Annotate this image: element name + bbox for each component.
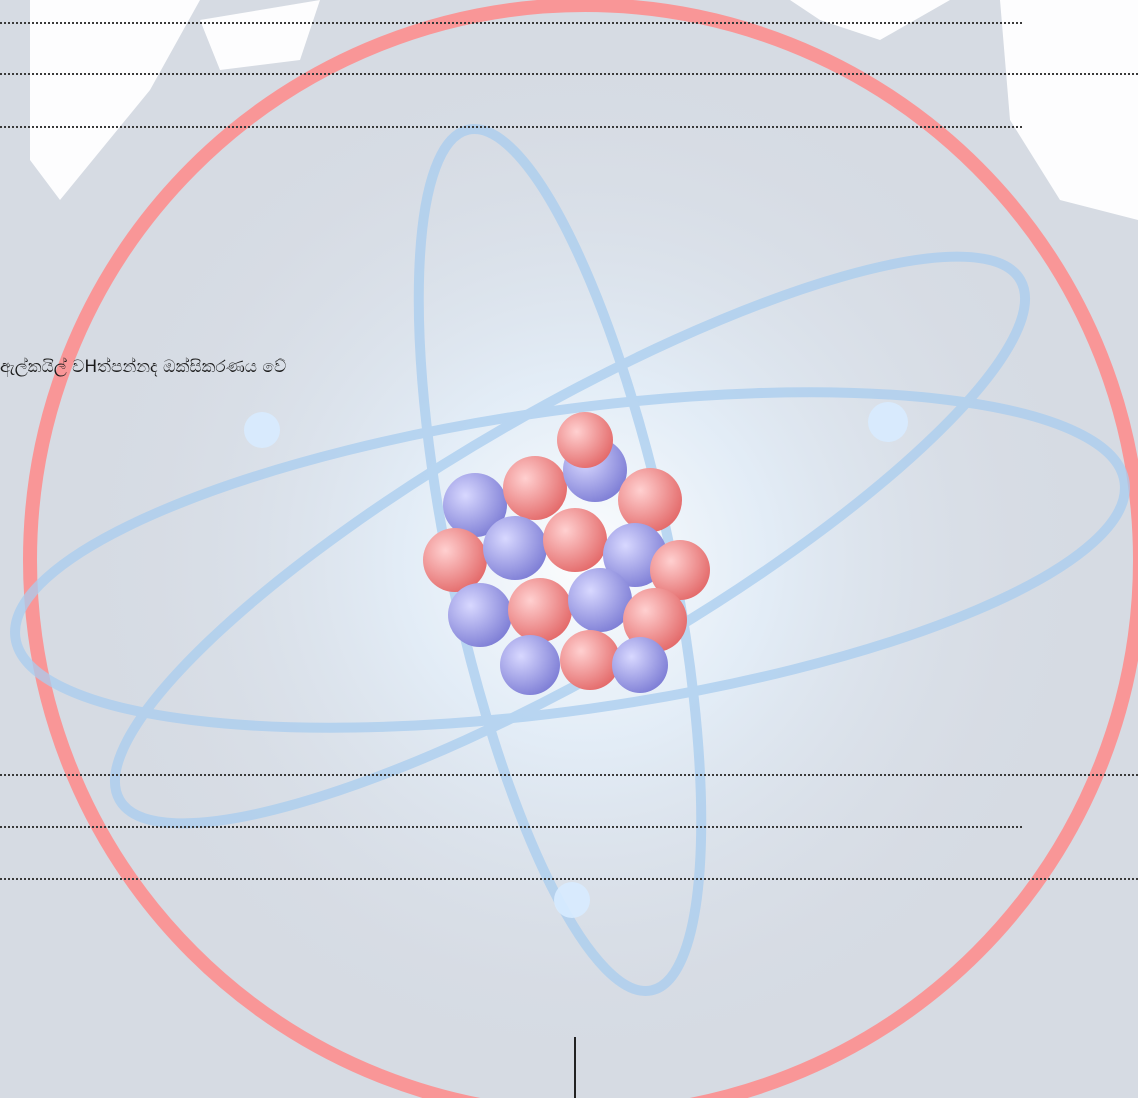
electrons xyxy=(244,402,908,918)
question-text: ඇල්කයිල් වHත්පන්නද ඔක්සිකරණය වේ xyxy=(0,357,287,377)
red-ring xyxy=(23,0,1138,1098)
logo-watermark xyxy=(30,0,1138,220)
answer-line-3[interactable] xyxy=(0,126,1022,128)
answer-line-6[interactable] xyxy=(0,878,1138,880)
answer-line-4[interactable] xyxy=(0,774,1138,776)
answer-line-2[interactable] xyxy=(0,73,1138,75)
page-divider-line xyxy=(574,1037,576,1098)
nucleus xyxy=(423,412,710,695)
answer-line-1[interactable] xyxy=(0,22,1022,24)
answer-line-5[interactable] xyxy=(0,826,1022,828)
